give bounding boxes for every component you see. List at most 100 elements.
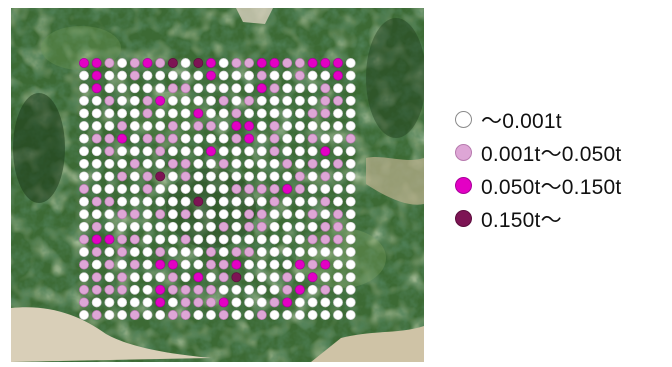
point-lowest [104, 247, 115, 257]
point-lowest [117, 310, 128, 320]
point-lowest [193, 70, 204, 81]
point-low [333, 221, 343, 232]
point-lowest [167, 247, 178, 257]
point-lowest [206, 184, 216, 194]
point-lowest [231, 70, 242, 81]
point-high [167, 58, 178, 68]
point-lowest [129, 272, 140, 283]
point-low [256, 209, 267, 220]
point-low [218, 158, 229, 169]
point-lowest [104, 184, 115, 194]
point-lowest [345, 196, 356, 207]
point-lowest [193, 310, 204, 320]
point-medium [231, 121, 242, 131]
point-lowest [307, 121, 318, 131]
point-lowest [231, 158, 242, 169]
point-lowest [307, 247, 318, 257]
point-medium [244, 121, 255, 131]
point-low [79, 184, 89, 194]
point-low [142, 108, 153, 119]
legend: 〜0.001t 0.001t〜0.050t 0.050t〜0.150t 0.15… [455, 103, 670, 235]
point-medium [193, 272, 204, 283]
point-lowest [244, 196, 255, 207]
point-lowest [244, 259, 255, 270]
point-lowest [294, 146, 305, 157]
point-lowest [142, 158, 153, 169]
legend-swatch-magenta [455, 177, 472, 194]
point-low [269, 196, 280, 207]
point-lowest [193, 184, 204, 194]
point-medium [282, 184, 293, 194]
point-low [320, 284, 331, 295]
point-low [320, 221, 331, 232]
point-lowest [206, 310, 216, 320]
point-lowest [180, 58, 191, 68]
point-lowest [91, 108, 102, 119]
point-low [269, 184, 280, 194]
point-lowest [218, 58, 229, 68]
point-lowest [282, 221, 293, 232]
point-low [117, 209, 128, 220]
point-lowest [79, 310, 89, 320]
point-low [104, 196, 115, 207]
point-lowest [244, 146, 255, 157]
point-lowest [269, 158, 280, 169]
point-lowest [79, 158, 89, 169]
point-low [218, 221, 229, 232]
point-low [333, 209, 343, 220]
point-lowest [104, 209, 115, 220]
point-lowest [333, 272, 343, 283]
point-low [142, 184, 153, 194]
point-lowest [79, 171, 89, 182]
point-lowest [282, 196, 293, 207]
point-low [282, 158, 293, 169]
point-low [167, 158, 178, 169]
point-lowest [167, 234, 178, 245]
point-lowest [345, 95, 356, 106]
point-lowest [307, 310, 318, 320]
point-lowest [231, 284, 242, 295]
point-lowest [282, 171, 293, 182]
point-lowest [91, 297, 102, 308]
point-low [104, 58, 115, 68]
point-low [333, 95, 343, 106]
legend-label: 0.050t〜0.150t [481, 175, 622, 199]
point-lowest [193, 146, 204, 157]
point-lowest [79, 272, 89, 283]
point-lowest [256, 95, 267, 106]
point-low [129, 70, 140, 81]
point-lowest [294, 297, 305, 308]
point-lowest [142, 196, 153, 207]
point-lowest [320, 133, 331, 144]
point-lowest [218, 121, 229, 131]
point-lowest [142, 259, 153, 270]
point-lowest [282, 234, 293, 245]
point-lowest [129, 146, 140, 157]
point-lowest [320, 247, 331, 257]
point-lowest [91, 146, 102, 157]
point-lowest [104, 171, 115, 182]
point-lowest [218, 133, 229, 144]
point-lowest [320, 121, 331, 131]
point-lowest [345, 221, 356, 232]
point-medium [333, 58, 343, 68]
point-lowest [104, 70, 115, 81]
point-lowest [294, 310, 305, 320]
legend-swatch-light-pink [455, 144, 472, 161]
point-lowest [294, 209, 305, 220]
point-lowest [345, 284, 356, 295]
point-low [91, 133, 102, 144]
point-lowest [142, 209, 153, 220]
point-lowest [333, 171, 343, 182]
point-lowest [307, 221, 318, 232]
point-medium [155, 259, 166, 270]
point-low [231, 247, 242, 257]
point-lowest [117, 184, 128, 194]
point-lowest [333, 284, 343, 295]
point-lowest [180, 121, 191, 131]
point-lowest [167, 171, 178, 182]
point-low [129, 259, 140, 270]
point-low [155, 146, 166, 157]
point-low [256, 221, 267, 232]
point-low [294, 70, 305, 81]
